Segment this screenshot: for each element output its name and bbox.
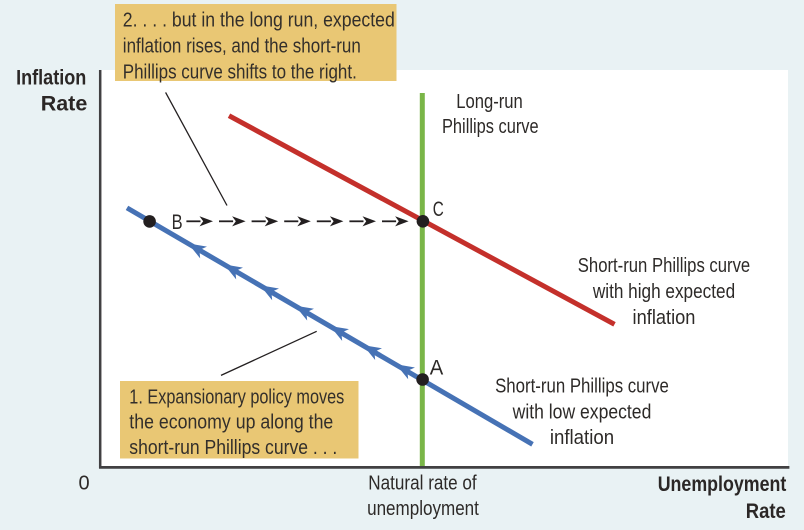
svg-text:Rate: Rate: [41, 92, 88, 116]
svg-text:B: B: [172, 211, 183, 234]
svg-text:with low expected: with low expected: [512, 401, 652, 424]
svg-text:with high expected: with high expected: [592, 280, 735, 303]
svg-text:Rate: Rate: [746, 499, 786, 523]
svg-text:Natural rate of: Natural rate of: [368, 472, 477, 495]
svg-text:1. Expansionary policy moves: 1. Expansionary policy moves: [129, 385, 344, 408]
svg-text:inflation: inflation: [550, 426, 614, 449]
svg-text:C: C: [433, 198, 444, 221]
svg-text:0: 0: [79, 472, 90, 494]
svg-text:A: A: [430, 357, 444, 380]
svg-text:inflation: inflation: [633, 306, 696, 329]
svg-text:Long-run: Long-run: [456, 90, 523, 113]
svg-text:2. . . . but in the long run,: 2. . . . but in the long run, expected: [123, 9, 395, 32]
svg-text:Short-run Phillips curve: Short-run Phillips curve: [578, 254, 750, 277]
svg-text:the economy up along the: the economy up along the: [129, 411, 333, 434]
svg-text:Short-run Phillips curve: Short-run Phillips curve: [495, 375, 669, 398]
svg-text:Unemployment: Unemployment: [658, 472, 787, 496]
svg-text:inflation rises, and the short: inflation rises, and the short-run: [123, 35, 361, 58]
svg-text:Phillips curve shifts to the r: Phillips curve shifts to the right.: [123, 61, 357, 84]
svg-text:Inflation: Inflation: [16, 66, 86, 90]
svg-text:unemployment: unemployment: [367, 497, 479, 520]
svg-text:Phillips curve: Phillips curve: [442, 115, 539, 138]
svg-text:short-run Phillips curve . . .: short-run Phillips curve . . .: [129, 436, 337, 459]
